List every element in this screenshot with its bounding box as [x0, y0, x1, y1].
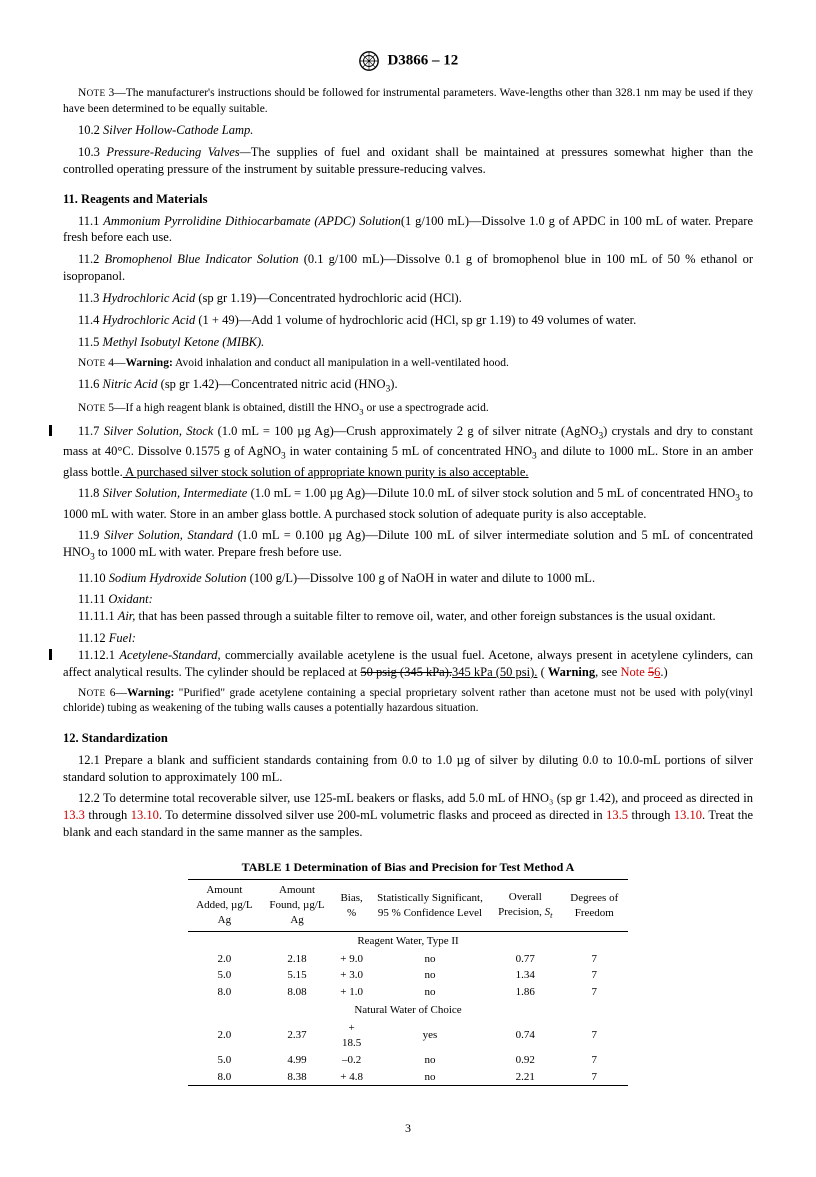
para-11-7: 11.7 Silver Solution, Stock (1.0 mL = 10…	[63, 423, 753, 480]
note-5: NOTE 5—If a high reagent blank is obtain…	[63, 401, 753, 418]
para-11-3: 11.3 Hydrochloric Acid (sp gr 1.19)—Conc…	[63, 290, 753, 307]
page-number: 3	[63, 1120, 753, 1136]
note-3: NOTE 3—The manufacturer's instructions s…	[63, 86, 753, 117]
para-11-10: 11.10 Sodium Hydroxide Solution (100 g/L…	[63, 570, 753, 587]
para-11-1: 11.1 Ammonium Pyrrolidine Dithiocarbamat…	[63, 213, 753, 247]
para-11-6: 11.6 Nitric Acid (sp gr 1.42)—Concentrat…	[63, 376, 753, 396]
para-11-12: 11.12 Fuel:	[63, 630, 753, 647]
table-section-1: Reagent Water, Type II	[188, 932, 628, 951]
document-header: D3866 – 12	[63, 50, 753, 72]
table-row: 8.08.08+ 1.0no1.867	[188, 984, 628, 1001]
table-header-row: Amount Added, µg/L Ag Amount Found, µg/L…	[188, 880, 628, 931]
para-11-5: 11.5 Methyl Isobutyl Ketone (MIBK).	[63, 334, 753, 351]
para-11-4: 11.4 Hydrochloric Acid (1 + 49)—Add 1 vo…	[63, 312, 753, 329]
para-11-11-1: 11.11.1 Air, that has been passed throug…	[63, 608, 753, 625]
note-6: NOTE 6—Warning: "Purified" grade acetyle…	[63, 686, 753, 717]
astm-logo-icon	[358, 50, 380, 72]
section-12-heading: 12. Standardization	[63, 730, 753, 747]
para-11-11: 11.11 Oxidant:	[63, 591, 753, 608]
table-1: TABLE 1 Determination of Bias and Precis…	[188, 859, 628, 1086]
para-11-12-1: 11.12.1 Acetylene-Standard, commercially…	[63, 647, 753, 681]
standard-number: D3866 – 12	[387, 52, 458, 68]
para-10-2: 10.2 Silver Hollow-Cathode Lamp.	[63, 122, 753, 139]
table-section-2: Natural Water of Choice	[188, 1001, 628, 1020]
table-row: 2.02.37+ 18.5yes0.747	[188, 1020, 628, 1052]
para-11-8: 11.8 Silver Solution, Intermediate (1.0 …	[63, 485, 753, 522]
table-row: 2.02.18+ 9.0no0.777	[188, 951, 628, 968]
table-title: TABLE 1 Determination of Bias and Precis…	[188, 859, 628, 875]
table-row: 5.04.99–0.2no0.927	[188, 1052, 628, 1069]
section-11-heading: 11. Reagents and Materials	[63, 191, 753, 208]
table-row: 8.08.38+ 4.8no2.217	[188, 1069, 628, 1086]
para-11-9: 11.9 Silver Solution, Standard (1.0 mL =…	[63, 527, 753, 564]
para-10-3: 10.3 Pressure-Reducing Valves—The suppli…	[63, 144, 753, 178]
table-row: 5.05.15+ 3.0no1.347	[188, 967, 628, 984]
para-11-2: 11.2 Bromophenol Blue Indicator Solution…	[63, 251, 753, 285]
para-12-1: 12.1 Prepare a blank and sufficient stan…	[63, 752, 753, 786]
para-12-2: 12.2 To determine total recoverable silv…	[63, 790, 753, 841]
note-4: NOTE 4—Warning: Avoid inhalation and con…	[63, 356, 753, 372]
